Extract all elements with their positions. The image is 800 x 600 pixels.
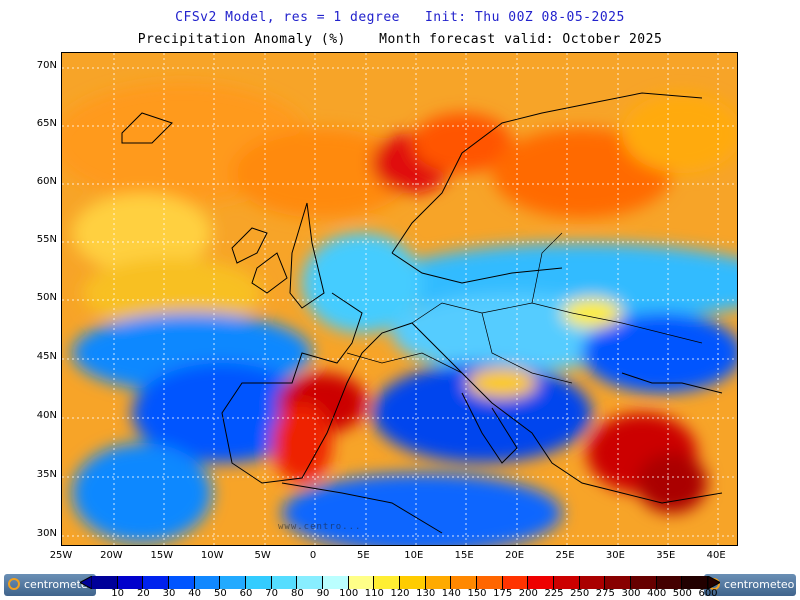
colorbar-swatch (92, 576, 118, 589)
colorbar-swatch (451, 576, 477, 589)
colorbar-label: 500 (672, 588, 692, 599)
map-canvas (62, 53, 737, 545)
lat-label: 35N (36, 469, 57, 480)
colorbar-swatch (169, 576, 195, 589)
colorbar-swatch (502, 576, 529, 589)
colorbar-label: 30 (162, 588, 176, 599)
lat-label: 55N (36, 234, 57, 245)
colorbar-right-arrow (708, 576, 720, 589)
centrometeo-logo-left: centrometeo (4, 574, 96, 596)
colorbar-left-arrow (80, 576, 92, 589)
colorbar-swatch (117, 576, 144, 589)
lat-label: 50N (36, 292, 57, 303)
colorbar-swatch (297, 576, 323, 589)
colorbar-swatch (631, 576, 657, 589)
colorbar-label: 225 (544, 588, 564, 599)
colorbar-legend: 10 20 30 40 50 60 70 80 90 100 110 120 130 140 150 175 2… (0, 571, 800, 600)
lon-label: 25E (555, 550, 575, 561)
colorbar-label: 70 (265, 588, 279, 599)
logo-right-label: centrometeo (724, 578, 795, 591)
colorbar-swatch (682, 576, 708, 589)
colorbar-label: 40 (188, 588, 202, 599)
title-model-info: CFSv2 Model, res = 1 degree Init: Thu 00… (175, 10, 625, 25)
lat-label: 70N (36, 60, 57, 71)
colorbar-label: 50 (213, 588, 227, 599)
lon-label: 35E (656, 550, 676, 561)
colorbar-swatch (528, 576, 554, 589)
colorbar-label: 100 (339, 588, 359, 599)
precip-anomaly-map (61, 52, 738, 546)
lon-label: 20E (505, 550, 525, 561)
colorbar-label: 90 (316, 588, 330, 599)
colorbar-label: 400 (647, 588, 667, 599)
graticule (62, 53, 737, 545)
colorbar-swatch (605, 576, 631, 589)
colorbar-swatch (194, 576, 221, 589)
lat-label: 40N (36, 410, 57, 421)
colorbar-label: 200 (518, 588, 538, 599)
colorbar-swatch (143, 576, 169, 589)
colorbar-label: 150 (467, 588, 487, 599)
lat-label: 60N (36, 176, 57, 187)
lat-label: 65N (36, 118, 57, 129)
lon-label: 15E (454, 550, 474, 561)
title-field-info: Precipitation Anomaly (%) Month forecast… (137, 32, 663, 47)
lon-label: 40E (706, 550, 726, 561)
colorbar-label: 130 (416, 588, 436, 599)
watermark-text: www.centro... (278, 522, 362, 532)
lon-label: 15W (150, 550, 174, 561)
lon-label: 5W (254, 550, 271, 561)
colorbar-swatch (425, 576, 452, 589)
lon-label: 10E (404, 550, 424, 561)
colorbar-label: 140 (441, 588, 461, 599)
colorbar-label: 600 (698, 588, 718, 599)
colorbar-swatch (400, 576, 426, 589)
lon-label: 0 (309, 550, 317, 561)
colorbar-swatch (348, 576, 375, 589)
colorbar-swatch (579, 576, 606, 589)
colorbar-swatch (246, 576, 272, 589)
colorbar-label: 300 (621, 588, 641, 599)
coastlines (121, 92, 723, 534)
colorbar-label: 20 (136, 588, 150, 599)
logo-left-label: centrometeo (24, 578, 95, 591)
colorbar-label: 250 (570, 588, 590, 599)
colorbar-label: 80 (290, 588, 304, 599)
colorbar-swatch (477, 576, 503, 589)
lon-label: 25W (49, 550, 73, 561)
lat-label: 45N (36, 351, 57, 362)
colorbar-swatch (220, 576, 246, 589)
colorbar-swatch (656, 576, 683, 589)
centrometeo-logo-icon (8, 578, 20, 590)
borders (346, 232, 703, 384)
centrometeo-logo-right: centrometeo (704, 574, 796, 596)
colorbar-swatch (271, 576, 298, 589)
lon-label: 10W (200, 550, 224, 561)
lon-label: 5E (357, 550, 370, 561)
colorbar-label: 10 (111, 588, 125, 599)
lat-label: 30N (36, 528, 57, 539)
lon-label: 30E (605, 550, 625, 561)
colorbar-label: 175 (493, 588, 513, 599)
colorbar-swatch (554, 576, 580, 589)
colorbar-swatch (374, 576, 400, 589)
lon-label: 20W (100, 550, 123, 561)
colorbar-swatch (323, 576, 349, 589)
colorbar-label: 60 (239, 588, 253, 599)
colorbar-label: 110 (364, 588, 384, 599)
colorbar-label: 275 (595, 588, 615, 599)
colorbar-label: 120 (390, 588, 410, 599)
